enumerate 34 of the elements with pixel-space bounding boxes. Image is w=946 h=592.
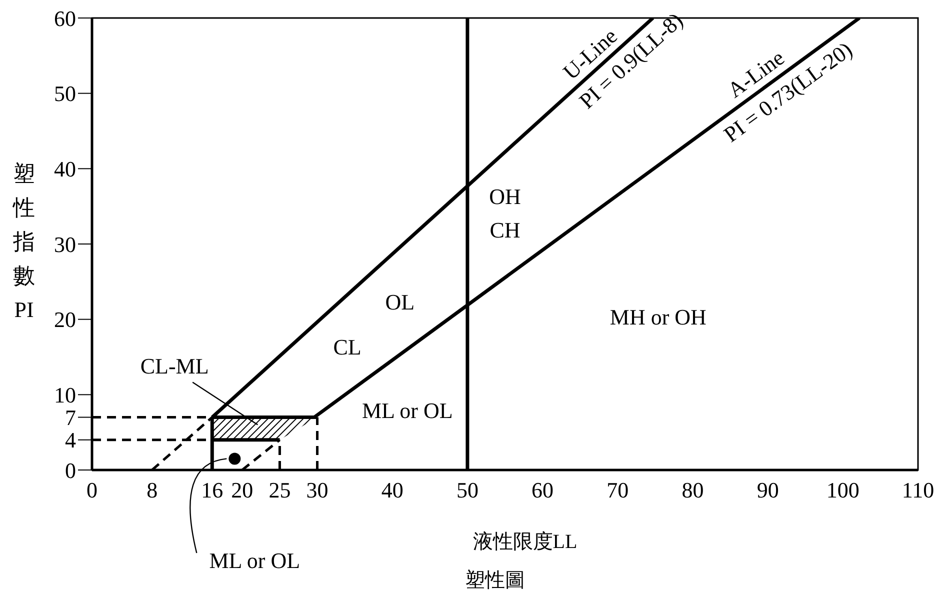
y-tick-label: 60 xyxy=(54,6,76,31)
annotation: OL xyxy=(385,289,415,314)
y-tick-label: 20 xyxy=(54,307,76,332)
annotation: CL xyxy=(333,334,362,360)
annotation: ML or OL xyxy=(209,548,300,574)
y-tick-label: 40 xyxy=(54,156,76,182)
x-tick-label: 90 xyxy=(756,478,779,503)
y-tick-label: 0 xyxy=(65,458,76,483)
y-tick-label: 50 xyxy=(54,81,76,106)
x-tick-label: 110 xyxy=(902,478,934,503)
text: 塑性圖 xyxy=(465,568,525,592)
annotation: MH or OH xyxy=(610,304,707,330)
x-tick-label: 8 xyxy=(146,478,158,503)
x-axis-title: 液性限度LL xyxy=(472,531,578,553)
annotation: ML or OL xyxy=(362,398,453,423)
y-tick-label: 7 xyxy=(65,405,76,430)
y-tick-label: 4 xyxy=(65,428,76,453)
y-axis-title: 塑性指數PI xyxy=(12,161,35,322)
x-tick-label: 16 xyxy=(201,478,224,503)
annotation: CH xyxy=(490,218,520,243)
x-tick-label: 0 xyxy=(86,478,98,503)
x-tick-label: 70 xyxy=(606,478,629,503)
x-tick-label: 30 xyxy=(306,478,328,503)
y-tick-label: 10 xyxy=(54,382,76,408)
x-tick-label: 100 xyxy=(826,478,860,503)
x-tick-label: 50 xyxy=(456,478,478,503)
x-tick-label: 40 xyxy=(381,478,404,503)
annotation: CL-ML xyxy=(140,353,209,378)
x-tick-label: 20 xyxy=(231,478,254,503)
x-tick-label: 25 xyxy=(268,478,291,503)
annotation: OH xyxy=(489,184,521,209)
x-tick-label: 60 xyxy=(532,478,554,503)
y-tick-label: 30 xyxy=(54,232,76,257)
x-tick-label: 80 xyxy=(682,478,704,503)
